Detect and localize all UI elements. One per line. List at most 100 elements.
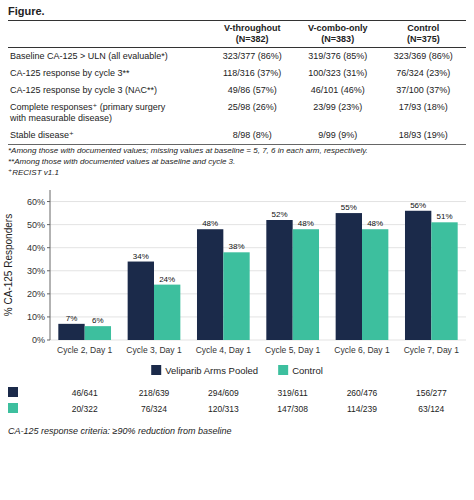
- data-label: 6%: [92, 316, 104, 325]
- category-label: Cycle 6, Day 1: [334, 345, 390, 355]
- tick-label: 0%: [32, 335, 45, 345]
- grid-line: [50, 293, 466, 294]
- table-footnote: **Among those with documented values at …: [8, 157, 466, 167]
- category-label: Cycle 4, Day 1: [196, 345, 252, 355]
- table-cell: 118/316 (37%): [210, 65, 295, 82]
- category-label: Cycle 5, Day 1: [265, 345, 321, 355]
- row-label: Baseline CA-125 > ULN (all evaluable*): [8, 48, 210, 66]
- n-label: 46/641: [72, 388, 98, 398]
- chart-section: 0%10%20%30%40%50%60%% CA-125 Responders7…: [0, 178, 474, 426]
- legend-swatch: [278, 365, 288, 375]
- table-footnote: ⁺RECIST v1.1: [8, 168, 466, 178]
- bar: [223, 252, 249, 340]
- row-label: Stable disease⁺: [8, 127, 210, 145]
- row-label: CA-125 response by cycle 3 (NAC**): [8, 82, 210, 99]
- n-row-swatch: [8, 387, 18, 397]
- data-label: 51%: [436, 212, 452, 221]
- table-row: CA-125 response by cycle 3 (NAC**)49/86 …: [8, 82, 466, 99]
- grid-line: [50, 224, 466, 225]
- table-cell: 23/99 (23%): [295, 99, 381, 127]
- table-cell: 100/323 (31%): [295, 65, 381, 82]
- data-label: 38%: [228, 242, 244, 251]
- y-axis: 0%10%20%30%40%50%60%: [27, 190, 466, 345]
- bar-chart: 0%10%20%30%40%50%60%% CA-125 Responders7…: [0, 178, 474, 426]
- table-cell: 319/376 (85%): [295, 48, 381, 66]
- results-table: V-throughout (N=382)V-combo-only (N=383)…: [8, 20, 466, 145]
- table-cell: 323/377 (86%): [210, 48, 295, 66]
- table-cell: 46/101 (46%): [295, 82, 381, 99]
- table-cell: 17/93 (18%): [381, 99, 466, 127]
- table-cell: 9/99 (9%): [295, 127, 381, 145]
- tick-label: 30%: [27, 266, 45, 276]
- column-header: V-throughout (N=382): [210, 21, 295, 48]
- grid-line: [50, 316, 466, 317]
- category-label: Cycle 7, Day 1: [404, 345, 460, 355]
- grid-line: [50, 247, 466, 248]
- n-label: 319/611: [278, 388, 308, 398]
- header-row: V-throughout (N=382)V-combo-only (N=383)…: [8, 21, 466, 48]
- n-label: 120/313: [208, 404, 239, 414]
- n-label: 114/239: [347, 404, 377, 414]
- data-label: 52%: [271, 210, 287, 219]
- bar: [154, 285, 180, 340]
- table-cell: 76/324 (23%): [381, 65, 466, 82]
- n-table: 46/641 218/639 294/609 319/611 260/476 156/27…: [8, 387, 447, 414]
- tick-label: 40%: [27, 243, 45, 253]
- table-footnote: *Among those with documented values; mis…: [8, 146, 466, 156]
- bar: [85, 326, 111, 340]
- y-axis-label: % CA-125 Responders: [3, 214, 14, 316]
- table-section: Figure.V-throughout (N=382)V-combo-only …: [0, 0, 474, 178]
- legend-swatch: [151, 365, 161, 375]
- data-label: 56%: [410, 201, 426, 210]
- table-cell: 18/93 (19%): [381, 127, 466, 145]
- n-label: 63/124: [418, 404, 444, 414]
- table-row: Stable disease⁺8/98 (8%)9/99 (9%)18/93 (…: [8, 127, 466, 145]
- chart-footnote: CA-125 response criteria: ≥90% reduction…: [0, 426, 474, 436]
- table-cell: 49/86 (57%): [210, 82, 295, 99]
- n-label: 260/476: [347, 388, 378, 398]
- n-label: 20/322: [72, 404, 98, 414]
- row-label: Complete responses⁺ (primary surgery wit…: [8, 99, 210, 127]
- bar: [197, 229, 223, 340]
- bar: [431, 222, 457, 340]
- bar: [266, 220, 292, 340]
- table-body: Baseline CA-125 > ULN (all evaluable*)32…: [8, 48, 466, 145]
- data-label: 55%: [341, 203, 357, 212]
- bar: [405, 211, 431, 340]
- bar: [336, 213, 362, 340]
- grid-line: [50, 201, 466, 202]
- table-cell: 323/369 (86%): [381, 48, 466, 66]
- annotation: CA-125 response criteria: ≥90% reduction…: [8, 426, 466, 436]
- bar: [362, 229, 388, 340]
- category-label: Cycle 2, Day 1: [57, 345, 113, 355]
- bar: [128, 262, 154, 340]
- tick-label: 10%: [27, 312, 45, 322]
- table-head: V-throughout (N=382)V-combo-only (N=383)…: [8, 21, 466, 48]
- grid-line: [50, 270, 466, 271]
- data-label: 48%: [298, 219, 314, 228]
- column-header: Control (N=375): [381, 21, 466, 48]
- table-row: Baseline CA-125 > ULN (all evaluable*)32…: [8, 48, 466, 66]
- category-label: Cycle 3, Day 1: [126, 345, 182, 355]
- legend: Veliparib Arms Pooled Control: [151, 365, 323, 376]
- y-axis-line: [50, 190, 51, 340]
- n-label: 156/277: [416, 388, 447, 398]
- x-axis: Cycle 2, Day 1 Cycle 3, Day 1 Cycle 4, Day…: [57, 345, 459, 355]
- bar: [58, 324, 84, 340]
- n-row-swatch: [8, 403, 18, 413]
- n-label: 76/324: [141, 404, 167, 414]
- n-label: 147/308: [277, 404, 308, 414]
- header-corner: [8, 21, 210, 48]
- n-label: 294/609: [208, 388, 239, 398]
- data-label: 48%: [367, 219, 383, 228]
- bars: [58, 211, 457, 340]
- tick-label: 50%: [27, 220, 45, 230]
- legend-label: Control: [292, 365, 323, 376]
- n-label: 218/639: [139, 388, 170, 398]
- table-row: Complete responses⁺ (primary surgery wit…: [8, 99, 466, 127]
- table-row: CA-125 response by cycle 3**118/316 (37%…: [8, 65, 466, 82]
- row-label: CA-125 response by cycle 3**: [8, 65, 210, 82]
- data-labels: 7%34%48%52%55%56%6%24%38%48%48%51%: [66, 201, 453, 325]
- legend-label: Veliparib Arms Pooled: [165, 365, 258, 376]
- grid-line: [50, 340, 466, 341]
